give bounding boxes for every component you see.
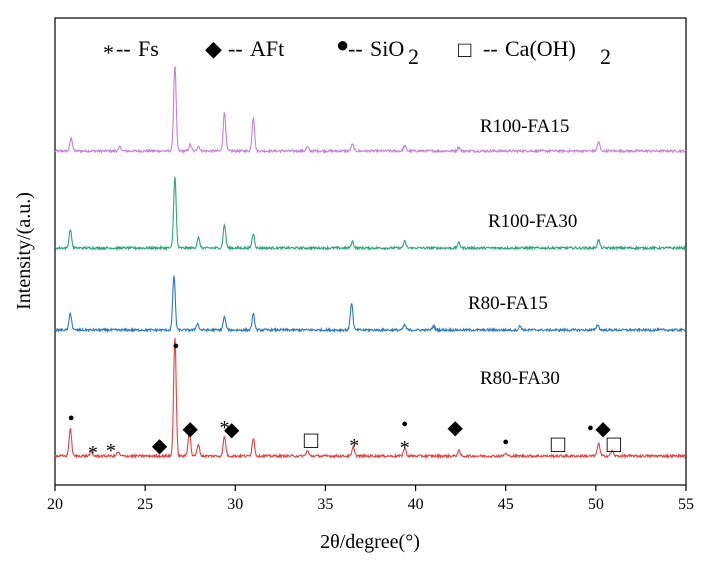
phase-marker-caoh2: □ — [607, 432, 622, 458]
phase-marker-aft: ◆ — [183, 418, 199, 440]
legend-prefix-sio2: -- — [348, 36, 363, 61]
phase-marker-aft: ◆ — [448, 417, 464, 439]
plot-frame — [54, 17, 687, 486]
phase-marker-fs: * — [88, 442, 98, 464]
legend-prefix-fs: -- — [116, 36, 131, 61]
phase-marker-caoh2: □ — [304, 428, 319, 454]
legend: * -- Fs ◆ -- AFt ● -- SiO 2 □ -- Ca(OH) … — [103, 32, 611, 69]
legend-item-sio2: ● -- SiO 2 — [336, 32, 419, 69]
legend-item-fs: * -- Fs — [103, 36, 159, 65]
series-label-r80-fa15: R80-FA15 — [468, 293, 548, 314]
x-tick-label: 35 — [317, 496, 333, 513]
phase-marker-sio2: ● — [587, 422, 594, 434]
phase-marker-sio2: ● — [502, 436, 509, 448]
legend-sub-caoh2: 2 — [600, 44, 611, 69]
legend-item-aft: ◆ -- AFt — [205, 36, 284, 61]
series-line-r100-fa15 — [54, 66, 687, 155]
phase-marker-sio2: ● — [68, 412, 75, 424]
phase-marker-fs: * — [400, 437, 410, 459]
x-tick-label: 30 — [227, 496, 243, 513]
phase-marker-sio2: ● — [401, 418, 408, 430]
x-tick-label: 50 — [588, 496, 604, 513]
legend-label-aft: AFt — [250, 36, 284, 61]
legend-sub-sio2: 2 — [408, 44, 419, 69]
phase-marker-aft: ◆ — [595, 418, 611, 440]
x-tick-label: 40 — [408, 496, 424, 513]
series-group — [54, 66, 687, 460]
legend-item-caoh2: □ -- Ca(OH) 2 — [458, 36, 611, 69]
x-axis-ticks: 20 25 30 35 40 45 50 55 — [47, 485, 694, 513]
series-label-r100-fa15: R100-FA15 — [480, 116, 569, 137]
x-tick-label: 25 — [137, 496, 153, 513]
series-line-r100-fa30 — [54, 176, 687, 252]
phase-marker-sio2: ● — [172, 340, 179, 352]
phase-marker-aft: ◆ — [224, 419, 240, 441]
series-label-r100-fa30: R100-FA30 — [488, 211, 577, 232]
legend-symbol-fs: * — [103, 40, 114, 65]
legend-label-caoh2: Ca(OH) — [505, 36, 576, 61]
legend-label-sio2: SiO — [370, 36, 404, 61]
legend-label-fs: Fs — [138, 36, 159, 61]
legend-symbol-caoh2: □ — [458, 37, 471, 62]
series-line-r80-fa30 — [54, 337, 687, 460]
phase-marker-fs: * — [219, 417, 229, 439]
x-tick-label: 45 — [498, 496, 514, 513]
series-label-r80-fa30: R80-FA30 — [480, 368, 560, 389]
y-axis-label: Intensity/(a.u.) — [13, 192, 35, 310]
phase-marker-fs: * — [349, 435, 359, 457]
x-tick-label: 20 — [47, 496, 63, 513]
phase-markers: * *** *◆◆ ◆ ◆ ◆●●●●●□ □ □ — [68, 340, 622, 464]
phase-marker-caoh2: □ — [551, 432, 566, 458]
legend-prefix-caoh2: -- — [483, 36, 498, 61]
series-line-r80-fa15 — [54, 275, 686, 334]
x-axis-label: 2θ/degree(°) — [320, 531, 420, 553]
phase-marker-aft: ◆ — [152, 435, 168, 457]
x-tick-label: 55 — [678, 496, 694, 513]
legend-prefix-aft: -- — [228, 36, 243, 61]
legend-symbol-sio2: ● — [336, 32, 349, 57]
phase-marker-fs: * — [106, 440, 116, 462]
legend-symbol-aft: ◆ — [205, 36, 222, 61]
